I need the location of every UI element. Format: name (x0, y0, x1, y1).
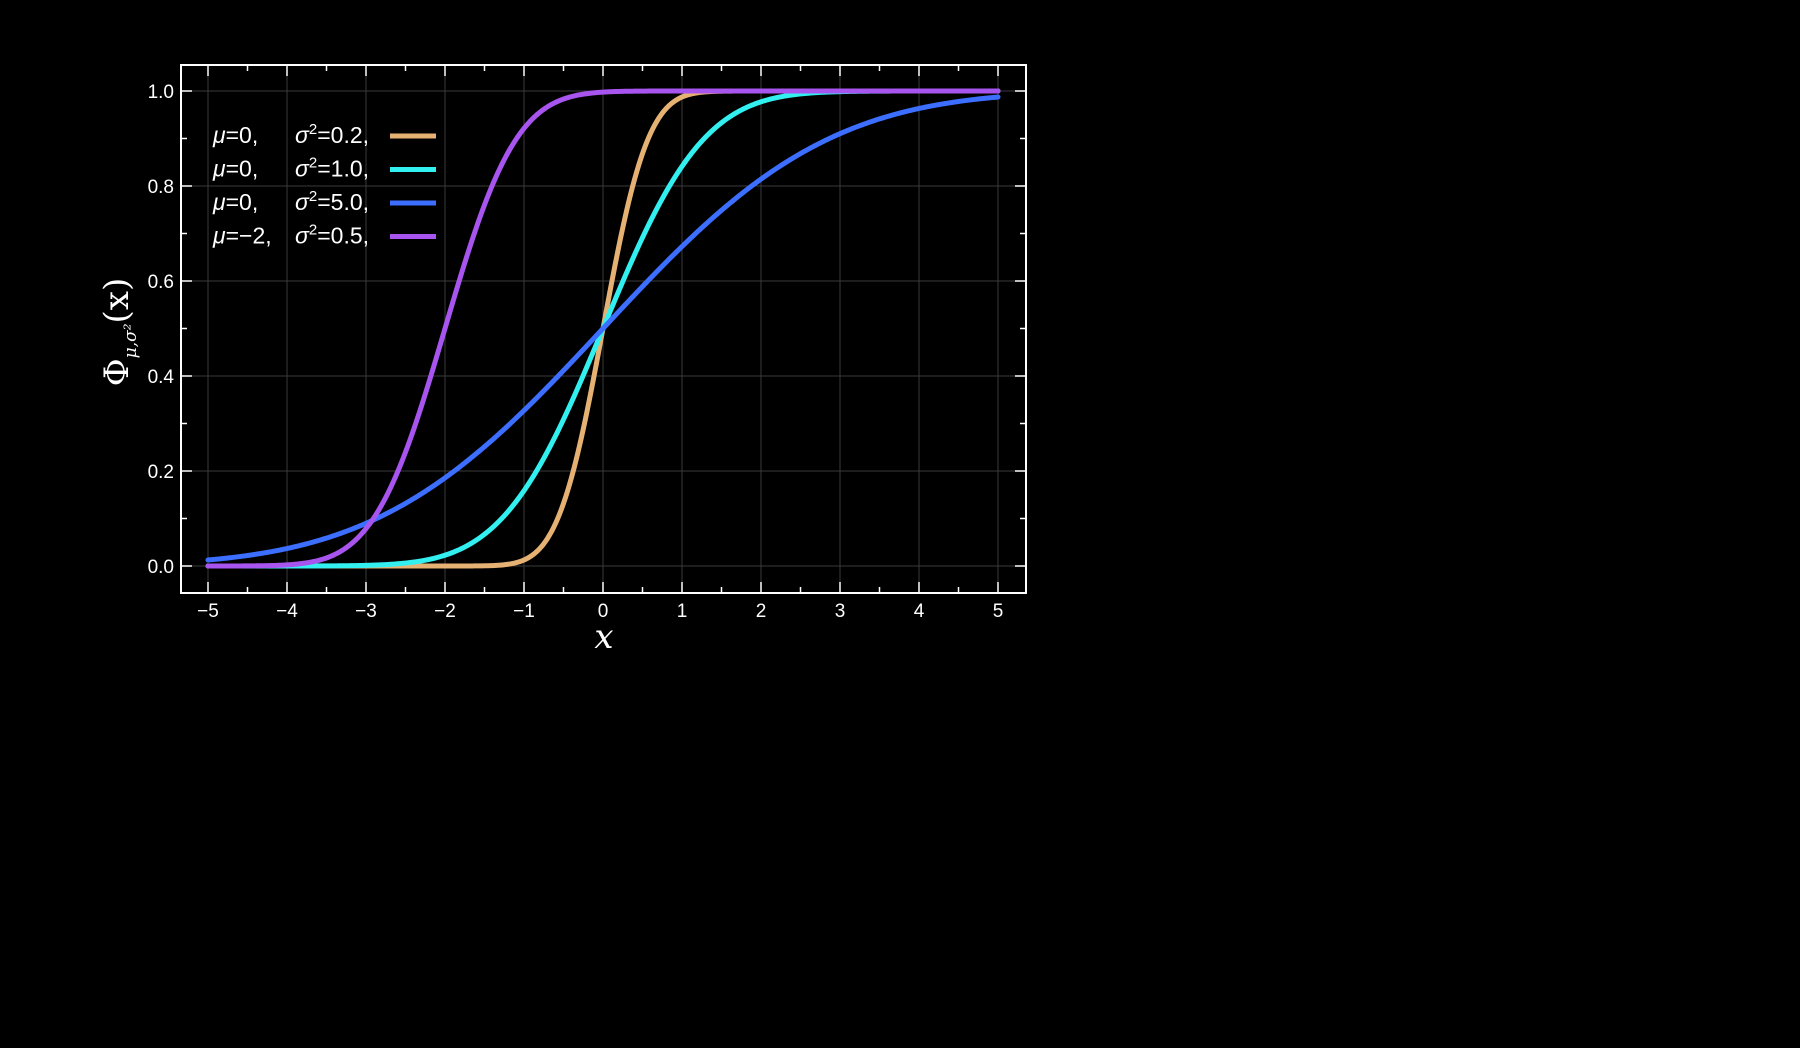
x-tick-label: 5 (993, 601, 1004, 622)
legend-sigma-label: σ2=1.0, (295, 155, 369, 182)
legend-mu-label: μ=−2, (212, 223, 272, 249)
legend-mu-label: μ=0, (212, 189, 258, 215)
x-tick-label: 3 (835, 601, 846, 622)
x-axis-label: x (594, 617, 613, 657)
x-tick-label: −1 (513, 601, 535, 622)
x-tick-label: −3 (355, 601, 377, 622)
x-tick-label: −5 (197, 601, 219, 622)
x-tick-label: 4 (914, 601, 925, 622)
y-tick-label: 0.2 (148, 462, 174, 483)
y-tick-label: 0.0 (148, 557, 174, 578)
x-tick-label: −4 (276, 601, 298, 622)
series-line (205, 94, 1001, 563)
x-tick-label: 0 (598, 601, 609, 622)
y-tick-label: 0.8 (148, 177, 174, 198)
legend-mu-label: μ=0, (212, 156, 258, 182)
legend-sigma-label: σ2=5.0, (295, 188, 369, 215)
data-series (205, 88, 1001, 569)
axis-ticks (181, 65, 1026, 593)
y-tick-label: 1.0 (148, 82, 174, 103)
legend-mu-label: μ=0, (212, 122, 258, 148)
y-tick-label: 0.4 (148, 367, 175, 388)
x-tick-label: −2 (434, 601, 456, 622)
y-tick-label: 0.6 (148, 272, 174, 293)
x-tick-label: 2 (756, 601, 767, 622)
y-axis-label: Φμ,σ²(x) (97, 278, 141, 386)
series-line (205, 88, 1001, 569)
legend: μ=0, σ2=0.2, μ=0, σ2=1.0, μ=0, σ2=5.0, μ=−2, σ2… (212, 121, 436, 249)
x-tick-label: 1 (677, 601, 688, 622)
legend-sigma-label: σ2=0.2, (295, 121, 369, 148)
legend-sigma-label: σ2=0.5, (295, 222, 369, 249)
y-tick-labels: 0.0 0.2 0.4 0.6 0.8 1.0 (148, 82, 175, 578)
x-tick-labels: −5 −4 −3 −2 −1 0 1 2 3 4 5 (197, 601, 1003, 622)
